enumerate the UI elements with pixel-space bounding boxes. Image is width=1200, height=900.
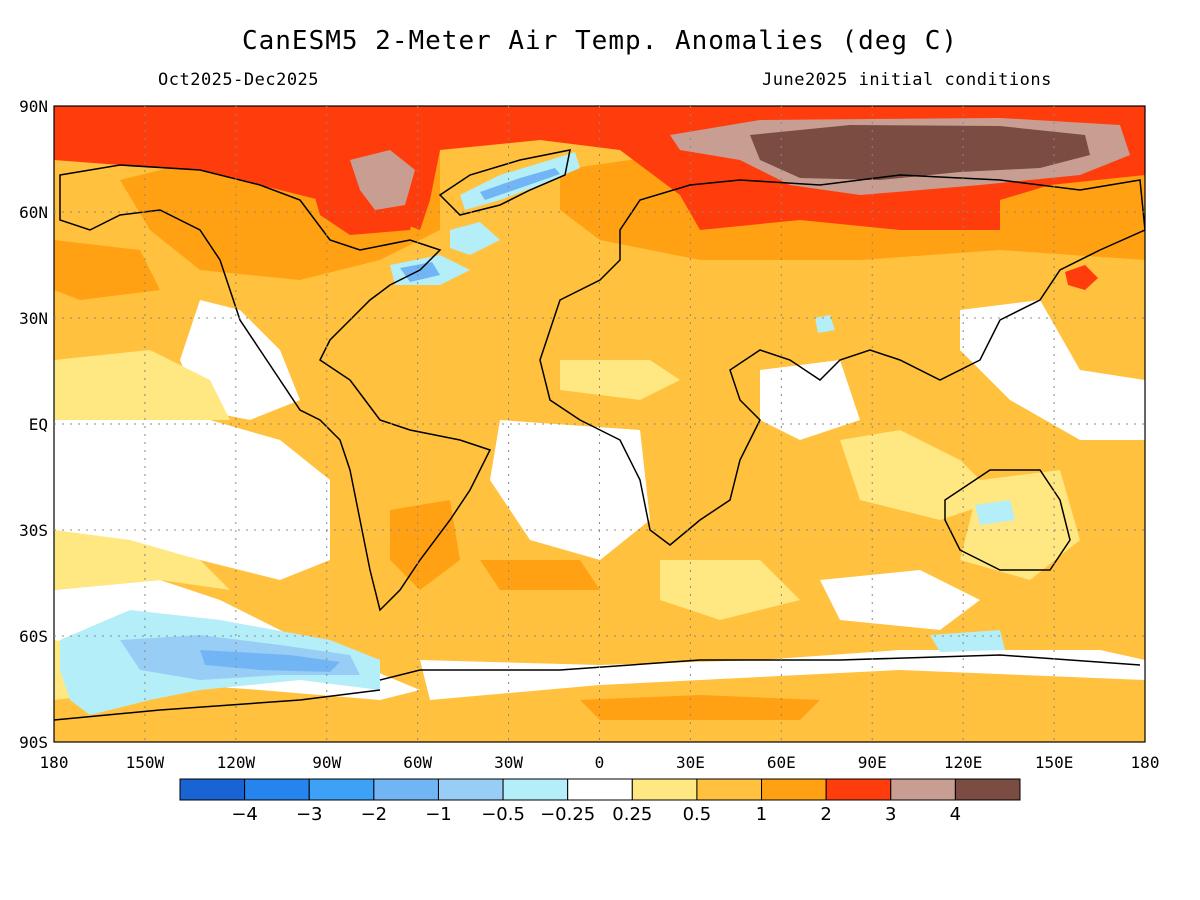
lon-tick-label: 60W bbox=[403, 753, 432, 772]
colorbar-label: −3 bbox=[296, 804, 323, 825]
cool-region-atlantic-core bbox=[400, 262, 440, 282]
lon-tick-label: 180 bbox=[1131, 753, 1160, 772]
colorbar-label: −1 bbox=[425, 804, 452, 825]
colorbar-label: 3 bbox=[885, 804, 896, 825]
colorbar-swatch bbox=[954, 778, 1021, 801]
colorbar-swatch bbox=[567, 778, 633, 801]
extreme-warm-siberia bbox=[750, 125, 1090, 180]
weak-warm-region-6 bbox=[660, 560, 800, 620]
colorbar-swatch bbox=[179, 778, 246, 801]
graticule bbox=[54, 106, 1145, 742]
cool-region-australia bbox=[975, 500, 1015, 525]
lat-tick-label: 90N bbox=[19, 97, 48, 116]
warm-region-south-america bbox=[390, 500, 460, 590]
lon-tick-label: 180 bbox=[40, 753, 69, 772]
strong-warm-region-japan bbox=[1065, 265, 1098, 290]
cool-region-greenland-core bbox=[480, 168, 560, 200]
weak-warm-region-3 bbox=[560, 360, 680, 400]
warm-region-south-atlantic bbox=[480, 560, 600, 590]
map-title: CanESM5 2-Meter Air Temp. Anomalies (deg… bbox=[241, 26, 959, 56]
lon-tick-label: 120W bbox=[217, 753, 256, 772]
very-strong-warm-canada bbox=[350, 150, 415, 210]
colorbar-label: −0.25 bbox=[540, 804, 595, 825]
neutral-region-west-pacific bbox=[960, 300, 1145, 440]
lon-tick-label: 30E bbox=[676, 753, 705, 772]
lat-tick-label: EQ bbox=[29, 415, 48, 434]
cool-region-amundsen-core bbox=[200, 650, 340, 672]
lat-tick-label: 30N bbox=[19, 309, 48, 328]
colorbar-swatch bbox=[890, 778, 956, 801]
lon-tick-label: 120E bbox=[944, 753, 983, 772]
cool-region-tibet bbox=[815, 315, 835, 333]
lon-tick-label: 30W bbox=[494, 753, 523, 772]
neutral-region-indian bbox=[760, 360, 860, 440]
colorbar-swatch bbox=[825, 778, 892, 801]
warm-region-north-pacific bbox=[54, 240, 160, 300]
colorbar-label: 2 bbox=[820, 804, 831, 825]
colorbar: −4 −3 −2 −1 −0.5 −0.25 0.25 0.5 1 2 3 4 bbox=[179, 778, 1021, 825]
lat-tick-label: 60N bbox=[19, 203, 48, 222]
weak-warm-region-1 bbox=[54, 350, 230, 420]
lon-tick-label: 90W bbox=[312, 753, 341, 772]
lat-tick-label: 30S bbox=[19, 521, 48, 540]
colorbar-label: 0.25 bbox=[612, 804, 652, 825]
lon-tick-label: 150E bbox=[1035, 753, 1074, 772]
coastlines bbox=[54, 149, 1145, 721]
initial-conditions: June2025 initial conditions bbox=[762, 70, 1052, 90]
colorbar-label: 4 bbox=[950, 804, 961, 825]
colorbar-label: −0.5 bbox=[481, 804, 525, 825]
colorbar-label: 1 bbox=[756, 804, 767, 825]
colorbar-swatch bbox=[761, 778, 827, 801]
neutral-region-south-ocean bbox=[820, 570, 980, 630]
colorbar-swatch bbox=[373, 778, 439, 801]
colorbar-swatch bbox=[696, 778, 763, 801]
lon-tick-label: 90E bbox=[858, 753, 887, 772]
lon-tick-label: 0 bbox=[595, 753, 605, 772]
neutral-region-south-atlantic bbox=[490, 420, 650, 560]
colorbar-label: −4 bbox=[231, 804, 258, 825]
forecast-period: Oct2025-Dec2025 bbox=[158, 70, 320, 90]
weak-warm-region-4 bbox=[840, 430, 1000, 520]
cool-region-south-ocean bbox=[930, 630, 1005, 652]
lat-tick-label: 90S bbox=[19, 733, 48, 752]
neutral-region-antarctic-coast bbox=[420, 650, 1145, 700]
colorbar-label: 0.5 bbox=[683, 804, 712, 825]
colorbar-label: −2 bbox=[361, 804, 388, 825]
lon-tick-label: 60E bbox=[767, 753, 796, 772]
lon-tick-label: 150W bbox=[126, 753, 165, 772]
lat-tick-label: 60S bbox=[19, 627, 48, 646]
colorbar-swatch bbox=[631, 778, 698, 801]
colorbar-swatch bbox=[244, 778, 310, 801]
colorbar-swatch bbox=[308, 778, 375, 801]
weak-warm-region-5 bbox=[960, 470, 1080, 580]
colorbar-swatch bbox=[437, 778, 504, 801]
weak-warm-region-2 bbox=[54, 530, 230, 590]
colorbar-swatch bbox=[502, 778, 569, 801]
warm-region-antarctic bbox=[580, 695, 820, 720]
cool-region-labrador bbox=[450, 222, 500, 255]
